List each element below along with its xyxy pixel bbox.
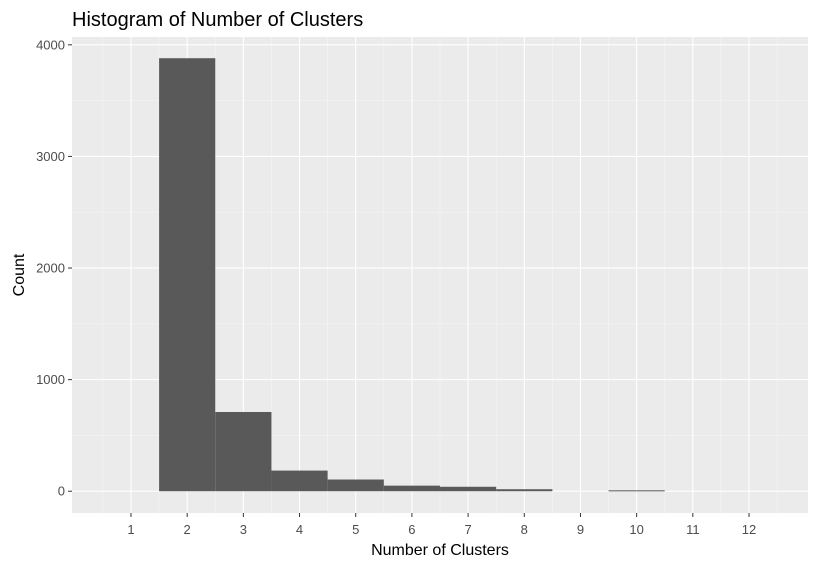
y-tick-label: 3000	[36, 149, 65, 164]
y-tick-label: 1000	[36, 372, 65, 387]
histogram-bar	[215, 411, 272, 492]
x-axis: 1 2 3 4 5 6 7 8 9 10 11 12	[127, 513, 756, 537]
y-tick-label: 2000	[36, 261, 65, 276]
histogram-bar	[496, 489, 553, 492]
x-tick-label: 9	[577, 522, 584, 537]
y-axis-title: Count	[11, 253, 28, 296]
x-tick-label: 2	[184, 522, 191, 537]
x-tick-label: 10	[629, 522, 643, 537]
x-tick-label: 5	[352, 522, 359, 537]
x-tick-label: 7	[464, 522, 471, 537]
chart-title: Histogram of Number of Clusters	[72, 9, 363, 31]
y-tick-label: 0	[58, 484, 65, 499]
y-tick-label: 4000	[36, 37, 65, 52]
histogram-bar	[440, 486, 497, 492]
x-tick-label: 12	[742, 522, 756, 537]
histogram-bar	[327, 479, 384, 492]
histogram-bar	[271, 470, 328, 492]
x-axis-title: Number of Clusters	[371, 542, 509, 559]
y-axis: 0 1000 2000 3000 4000	[36, 37, 72, 499]
histogram-bar	[159, 58, 216, 492]
histogram-bars	[159, 58, 665, 492]
x-tick-label: 11	[686, 522, 700, 537]
x-tick-label: 4	[296, 522, 303, 537]
x-tick-label: 8	[521, 522, 528, 537]
x-tick-label: 3	[240, 522, 247, 537]
histogram-bar	[383, 485, 440, 492]
x-tick-label: 1	[127, 522, 134, 537]
histogram-bar	[608, 490, 665, 492]
x-tick-label: 6	[408, 522, 415, 537]
